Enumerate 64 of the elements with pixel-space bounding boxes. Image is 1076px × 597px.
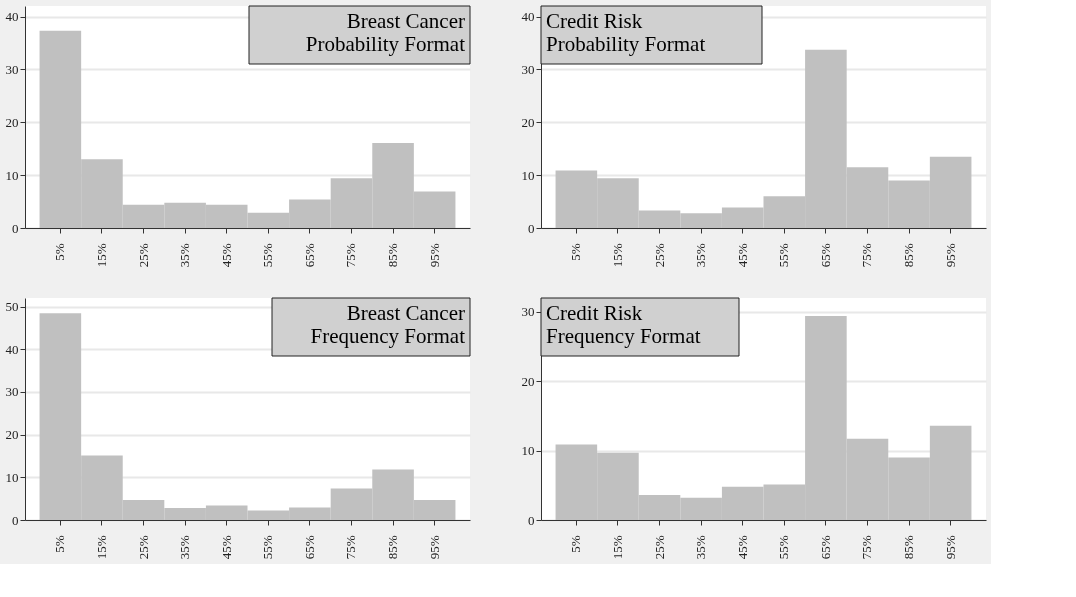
y-tick-label: 0 — [528, 512, 535, 528]
y-tick-label: 30 — [5, 384, 19, 400]
x-tick-label: 75% — [859, 535, 875, 560]
x-tick-label: 55% — [260, 535, 276, 560]
y-tick-label: 0 — [12, 512, 19, 528]
text: Credit Risk Frequency Format — [546, 301, 701, 348]
x-tick-label: 85% — [901, 243, 917, 268]
x-tick-label: 45% — [734, 535, 750, 560]
x-tick-label: 75% — [343, 243, 359, 268]
y-tick-label: 30 — [521, 304, 535, 320]
x-tick-label: 25% — [135, 243, 151, 268]
y-tick-label: 10 — [521, 443, 535, 459]
x-tick-label: 15% — [93, 243, 109, 268]
x-tick-label: 95% — [942, 243, 958, 268]
x-tick-label: 35% — [177, 535, 193, 560]
x-tick-label: 5% — [52, 535, 68, 553]
x-tick-label: 55% — [776, 535, 792, 560]
text: Breast Cancer Frequency Format — [310, 301, 466, 348]
x-tick-label: 45% — [218, 243, 234, 268]
x-tick-label: 35% — [693, 243, 709, 268]
y-tick-label: 50 — [5, 299, 19, 315]
x-tick-label: 95% — [426, 243, 442, 268]
x-tick-label: 25% — [135, 535, 151, 560]
x-tick-label: 85% — [901, 535, 917, 560]
x-tick-label: 65% — [301, 243, 317, 268]
x-tick-label: 5% — [52, 243, 68, 261]
x-tick-label: 25% — [651, 535, 667, 560]
y-tick-label: 0 — [528, 220, 535, 236]
y-tick-label: 40 — [521, 9, 535, 25]
x-tick-label: 75% — [859, 243, 875, 268]
x-tick-label: 15% — [609, 535, 625, 560]
y-tick-label: 10 — [5, 167, 19, 183]
x-tick-label: 75% — [343, 535, 359, 560]
x-tick-label: 85% — [385, 243, 401, 268]
x-tick-label: 5% — [568, 243, 584, 261]
y-tick-label: 0 — [12, 220, 19, 236]
x-tick-label: 25% — [651, 243, 667, 268]
x-tick-label: 15% — [93, 535, 109, 560]
y-tick-label: 40 — [5, 341, 19, 357]
x-tick-label: 65% — [301, 535, 317, 560]
x-tick-label: 45% — [218, 535, 234, 560]
x-tick-label: 65% — [817, 243, 833, 268]
x-tick-label: 15% — [609, 243, 625, 268]
y-tick-label: 40 — [5, 9, 19, 25]
x-tick-label: 45% — [734, 243, 750, 268]
x-tick-label: 65% — [817, 535, 833, 560]
x-tick-label: 35% — [177, 243, 193, 268]
y-tick-label: 20 — [5, 114, 19, 130]
y-tick-label: 10 — [521, 167, 535, 183]
y-tick-label: 20 — [521, 373, 535, 389]
x-tick-label: 85% — [385, 535, 401, 560]
y-tick-label: 30 — [5, 61, 19, 77]
x-tick-label: 95% — [426, 535, 442, 560]
y-tick-label: 20 — [5, 427, 19, 443]
x-tick-label: 5% — [568, 535, 584, 553]
text: Breast Cancer Probability Format — [305, 9, 466, 56]
y-tick-label: 30 — [521, 61, 535, 77]
text: Credit Risk Probability Format — [546, 9, 706, 56]
x-tick-label: 55% — [260, 243, 276, 268]
x-tick-label: 35% — [693, 535, 709, 560]
x-tick-label: 55% — [776, 243, 792, 268]
y-tick-label: 20 — [521, 114, 535, 130]
x-tick-label: 95% — [942, 535, 958, 560]
y-tick-label: 10 — [5, 469, 19, 485]
